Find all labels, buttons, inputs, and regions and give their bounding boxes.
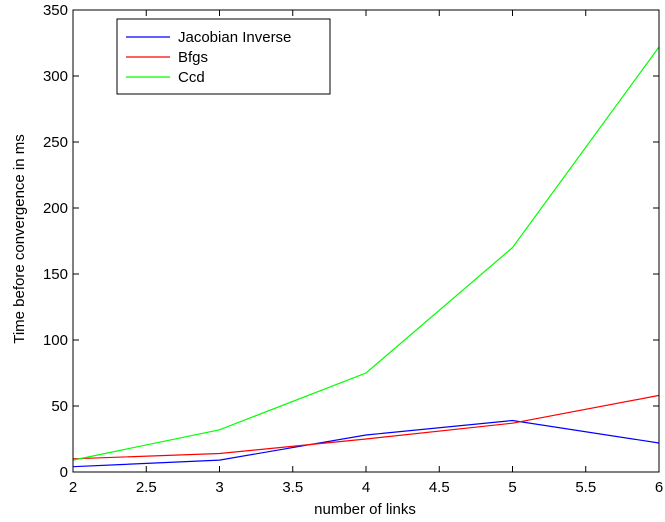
x-tick-label: 5.5	[575, 479, 596, 496]
series-line-0	[72, 419, 660, 468]
ticks: 2 2.5 3 3.5 4 4.5 5 5.5 6 0 50 100 150 200 250 300 350	[43, 2, 663, 496]
y-axis-label: Time before convergence in ms	[11, 134, 28, 344]
x-tick-label: 3.5	[282, 479, 303, 496]
y-tick-label: 150	[43, 266, 68, 283]
legend-label-0: Jacobian Inverse	[178, 29, 291, 46]
x-tick-label: 2	[69, 479, 77, 496]
y-tick-label: 0	[60, 464, 68, 481]
y-tick-label: 200	[43, 200, 68, 217]
x-tick-label: 5	[508, 479, 516, 496]
y-tick-label: 300	[43, 68, 68, 85]
legend: Jacobian Inverse Bfgs Ccd	[116, 18, 331, 95]
x-axis-label: number of links	[314, 501, 416, 518]
x-tick-label: 6	[655, 479, 663, 496]
x-tick-label: 4	[362, 479, 370, 496]
series-layer	[72, 46, 660, 468]
y-tick-label: 50	[51, 398, 68, 415]
x-tick-label: 3	[215, 479, 223, 496]
y-tick-label: 100	[43, 332, 68, 349]
x-tick-label: 4.5	[429, 479, 450, 496]
legend-label-1: Bfgs	[178, 49, 208, 66]
series-line-1	[72, 394, 660, 460]
x-tick-label: 2.5	[136, 479, 157, 496]
y-tick-label: 250	[43, 134, 68, 151]
legend-label-2: Ccd	[178, 69, 205, 86]
y-tick-label: 350	[43, 2, 68, 19]
series-line-2	[72, 46, 660, 461]
